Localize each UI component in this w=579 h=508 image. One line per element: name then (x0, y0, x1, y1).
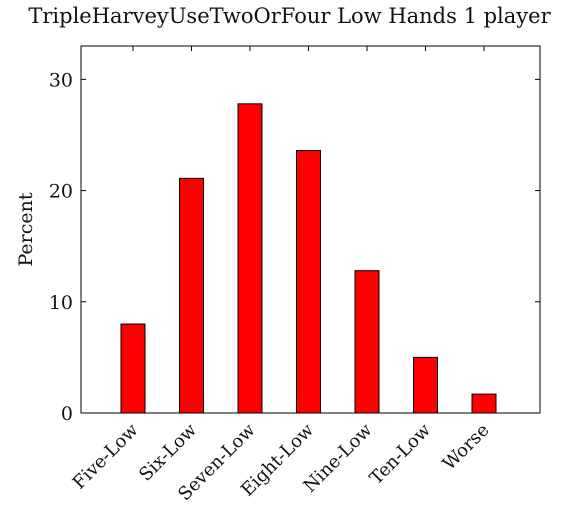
bar-worse (471, 393, 497, 414)
bar-five-low (120, 323, 146, 414)
bar-seven-low (237, 103, 263, 414)
plot-frame (80, 45, 541, 414)
y-tick-label: 10 (49, 292, 73, 314)
y-tick-label: 30 (49, 69, 73, 91)
y-tick-label: 20 (49, 181, 73, 203)
bars-layer (120, 103, 497, 414)
bar-eight-low (296, 150, 321, 414)
x-category-label: Ten-Low (366, 419, 436, 489)
bar-six-low (179, 177, 204, 414)
chart-title: TripleHarveyUseTwoOrFour Low Hands 1 pla… (28, 4, 551, 28)
bar-nine-low (354, 270, 380, 414)
y-axis-title: Percent (15, 192, 37, 266)
bar-ten-low (413, 356, 438, 414)
x-category-label: Worse (439, 420, 494, 475)
y-tick-label: 0 (61, 403, 73, 425)
x-category-label: Five-Low (69, 419, 143, 493)
labels-layer: 0102030Five-LowSix-LowSeven-LowEight-Low… (49, 69, 494, 505)
